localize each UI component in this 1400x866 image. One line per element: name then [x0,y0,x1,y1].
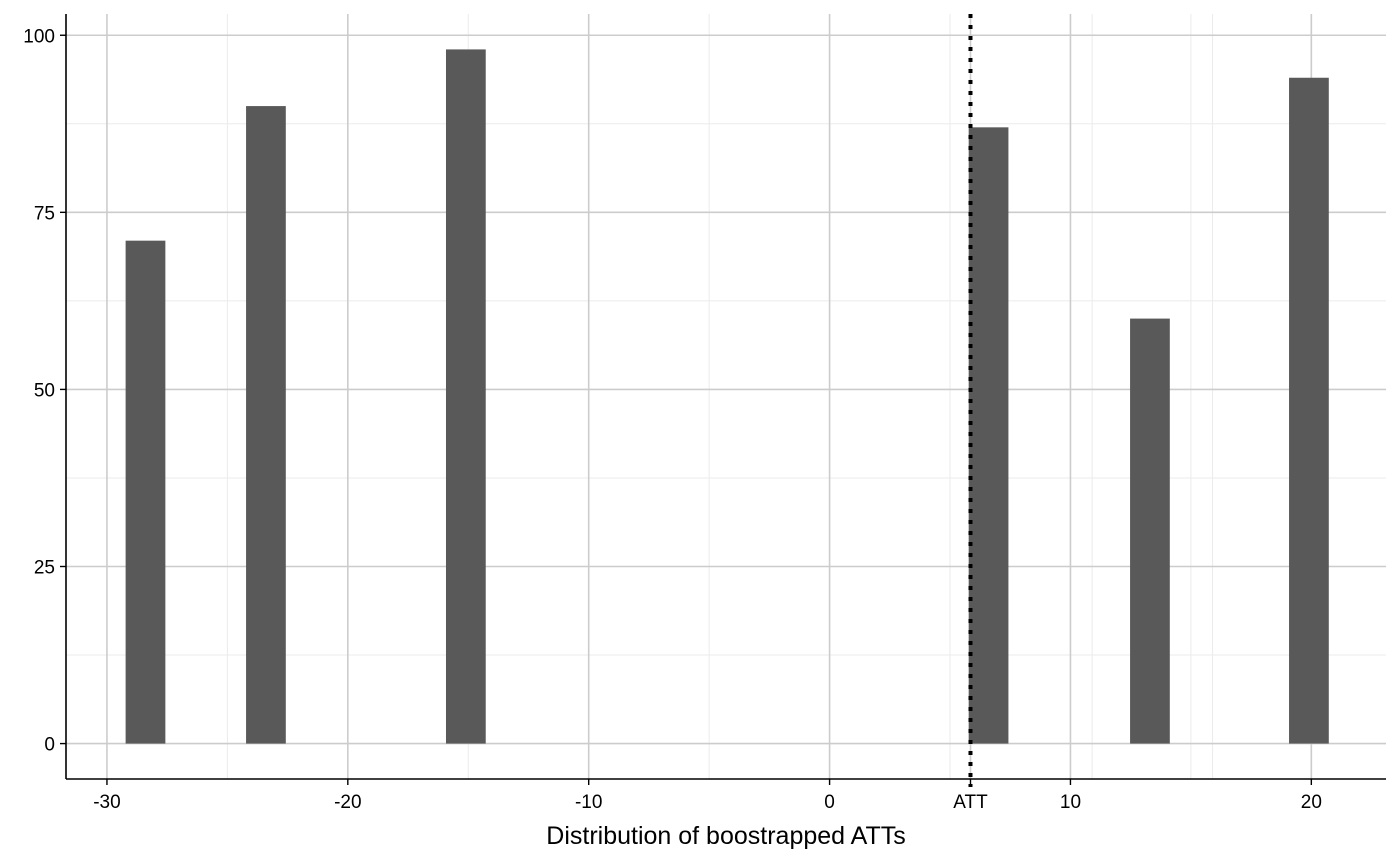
histogram-bar [1289,77,1329,744]
histogram-bar [968,127,1009,744]
x-tick-label: -10 [575,792,602,813]
x-tick-label: -20 [334,792,361,813]
x-tick-label: 0 [824,792,835,813]
x-tick-label: ATT [953,792,988,813]
histogram-bar [445,49,486,744]
y-tick-label: 0 [44,735,55,756]
tick-labels-layer: -30 -20 -10 0 ATT 10 20 0 25 50 75 100 [23,26,1322,813]
histogram-bar [1130,318,1170,744]
histogram-bar [125,240,166,744]
y-tick-label: 100 [23,26,55,47]
y-tick-label: 75 [34,203,55,224]
x-tick-label: 20 [1301,792,1322,813]
bars-layer [125,49,1329,744]
x-tick-label: 10 [1060,792,1081,813]
axes-layer [60,14,1386,785]
y-tick-label: 50 [34,380,55,401]
histogram-bar [246,106,286,744]
x-axis-title: Distribution of boostrapped ATTs [546,822,905,850]
x-tick-label: -30 [93,792,120,813]
y-tick-label: 25 [34,558,55,579]
